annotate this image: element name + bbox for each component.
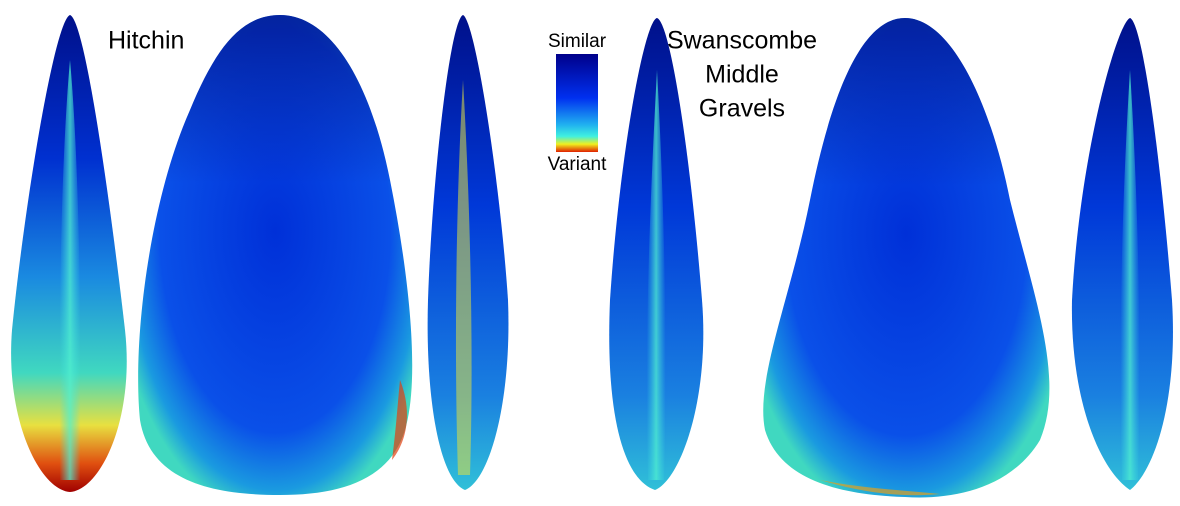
edge-hotspot [820, 480, 940, 496]
site-label: Swanscombe [667, 27, 817, 55]
colorbar [556, 54, 598, 152]
site-label: Middle [705, 61, 779, 89]
colorbar-bottom-label: Variant [548, 154, 608, 175]
plan-shade [138, 15, 413, 495]
edge-hotspot [392, 380, 407, 460]
ridge-highlight [1120, 70, 1140, 480]
site-label: Hitchin [108, 27, 184, 55]
ridge-highlight [59, 60, 81, 480]
site-label: Gravels [699, 95, 785, 123]
ridge-highlight [646, 70, 666, 480]
plan-shade [763, 18, 1050, 498]
ridge-highlight [455, 80, 472, 475]
colorbar-top-label: Similar [548, 31, 607, 52]
